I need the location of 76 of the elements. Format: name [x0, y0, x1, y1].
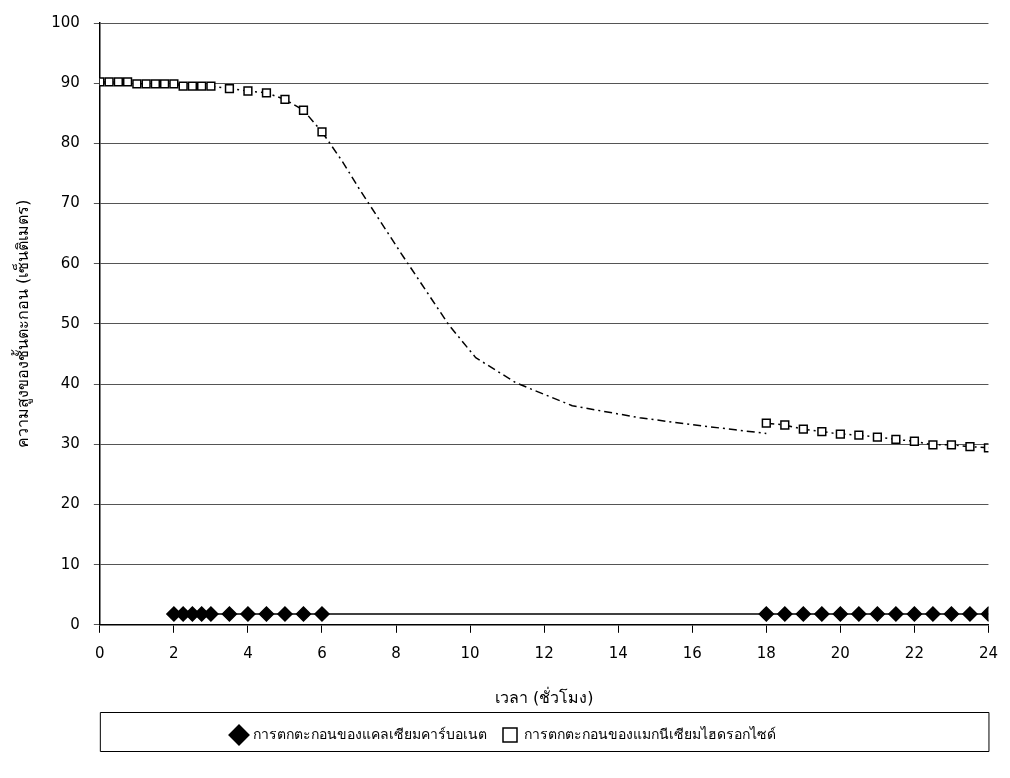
x-tick-label: 8: [391, 643, 401, 662]
y-tick-label: 100: [51, 12, 80, 31]
y-tick-label: 90: [60, 73, 80, 92]
y-tick-label: 10: [60, 554, 80, 573]
point: [814, 606, 830, 622]
point: [798, 424, 808, 434]
x-tick-label: 4: [243, 643, 253, 662]
y-tick-label: 80: [60, 133, 80, 152]
point: [187, 81, 198, 91]
point: [817, 426, 827, 437]
point: [113, 77, 123, 87]
point: [869, 606, 886, 622]
point: [962, 606, 978, 622]
point: [780, 420, 790, 430]
x-tick-label: 14: [608, 643, 628, 662]
point: [909, 436, 920, 446]
y-axis-title: ความสูงของชั้นตะกอน (เซ็นติเมตร): [10, 199, 33, 449]
point: [943, 606, 960, 622]
point: [258, 606, 275, 622]
point: [261, 88, 272, 98]
point: [169, 79, 179, 89]
point: [758, 606, 775, 622]
point: [295, 606, 312, 622]
point: [298, 105, 309, 115]
point: [150, 79, 161, 89]
point: [314, 606, 330, 622]
point: [280, 94, 290, 105]
y-tick-label: 70: [60, 193, 80, 212]
point: [851, 606, 867, 622]
x-tick-label: 0: [95, 643, 105, 662]
y-tick-label: 20: [60, 494, 80, 513]
x-tick-label: 2: [169, 643, 179, 662]
point: [777, 606, 793, 622]
point: [132, 79, 142, 89]
y-tick-label: 30: [60, 434, 80, 453]
legend-label: การตกตะกอนของแคลเซียมคาร์บอเนต: [253, 725, 487, 742]
x-tick-label: 10: [460, 643, 480, 662]
point: [122, 77, 133, 87]
point: [141, 79, 151, 89]
point: [243, 86, 253, 96]
point: [240, 606, 256, 622]
point: [317, 127, 327, 137]
point: [104, 77, 114, 87]
point: [872, 432, 883, 442]
point: [832, 606, 849, 622]
point: [178, 81, 188, 91]
point: [925, 606, 941, 622]
point: [159, 79, 170, 89]
point: [206, 81, 216, 91]
y-tick-label: 0: [70, 614, 80, 633]
point: [906, 606, 923, 622]
x-tick-label: 22: [904, 643, 924, 662]
legend-label: การตกตะกอนของแมกนีเซียมไฮดรอกไซด์: [524, 725, 776, 742]
y-tick-label: 40: [60, 373, 80, 392]
point: [197, 81, 207, 91]
point: [965, 442, 975, 452]
x-tick-label: 12: [534, 643, 554, 662]
x-tick-label: 20: [830, 643, 850, 662]
x-tick-label: 6: [317, 643, 327, 662]
point: [761, 418, 771, 428]
x-tick-label: 24: [978, 643, 998, 662]
point: [224, 83, 235, 94]
point: [946, 440, 957, 450]
x-tick-label: 18: [756, 643, 776, 662]
point: [891, 434, 901, 445]
point: [795, 606, 812, 622]
y-tick-label: 60: [60, 253, 80, 272]
point: [888, 606, 904, 622]
point: [854, 430, 864, 440]
x-axis-title: เวลา (ชั่วโมง): [494, 685, 594, 707]
point: [277, 606, 293, 622]
point: [835, 429, 845, 439]
point: [221, 606, 238, 622]
y-tick-label: 50: [60, 313, 80, 332]
x-tick-label: 16: [682, 643, 702, 662]
point: [928, 440, 938, 450]
